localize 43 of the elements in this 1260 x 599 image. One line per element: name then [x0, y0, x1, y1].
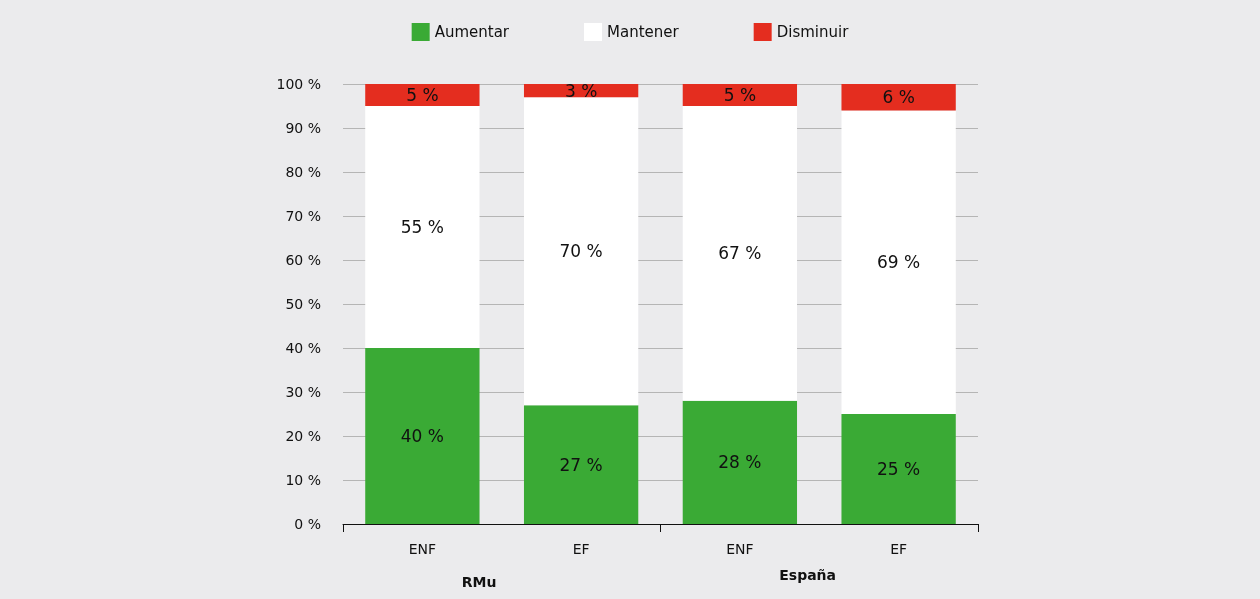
y-tick-label: 30 %: [285, 384, 321, 400]
y-tick-label: 50 %: [285, 296, 321, 312]
x-tick-label: EF: [572, 541, 590, 557]
data-label: 67 %: [718, 243, 762, 264]
bar: [841, 84, 956, 111]
data-label: 69 %: [877, 252, 921, 273]
data-label: 5 %: [723, 85, 757, 105]
y-tick-label: 60 %: [285, 252, 321, 268]
bar: [365, 84, 480, 106]
data-label: 25 %: [877, 459, 921, 479]
y-tick-label: 0 %: [294, 516, 321, 532]
data-label: 5 %: [406, 85, 439, 105]
bar: [365, 106, 480, 348]
text: España: [779, 567, 837, 583]
legend-label: Aumentar: [434, 23, 510, 41]
bar: [365, 348, 480, 524]
y-tick-label: 40 %: [285, 340, 321, 356]
legend-label: Mantener: [607, 23, 680, 41]
bar: [682, 106, 798, 401]
data-label: 3 %: [564, 80, 598, 101]
bar: [523, 97, 639, 406]
data-label: 55 %: [400, 217, 444, 237]
y-tick-label: 100 %: [276, 76, 321, 92]
text: RMu: [461, 574, 497, 590]
legend-label: Disminuir: [776, 23, 850, 41]
y-tick-label: 90 %: [285, 120, 321, 136]
data-label: 28 %: [718, 452, 762, 473]
x-tick-label: ENF: [726, 541, 754, 557]
bar: [841, 414, 956, 524]
data-label: 70 %: [559, 241, 603, 262]
x-tick-label: EF: [890, 541, 908, 557]
data-label: 40 %: [400, 426, 444, 446]
data-label: 27 %: [559, 454, 603, 475]
y-tick-label: 10 %: [285, 472, 321, 488]
bar: [841, 110, 956, 414]
y-tick-label: 70 %: [285, 208, 321, 224]
bar: [682, 400, 798, 524]
y-tick-label: 20 %: [285, 428, 321, 444]
data-label: 6 %: [882, 87, 915, 108]
y-tick-label: 80 %: [285, 164, 321, 180]
bar: [523, 405, 639, 524]
bar: [682, 84, 798, 106]
x-tick-label: ENF: [408, 541, 437, 557]
